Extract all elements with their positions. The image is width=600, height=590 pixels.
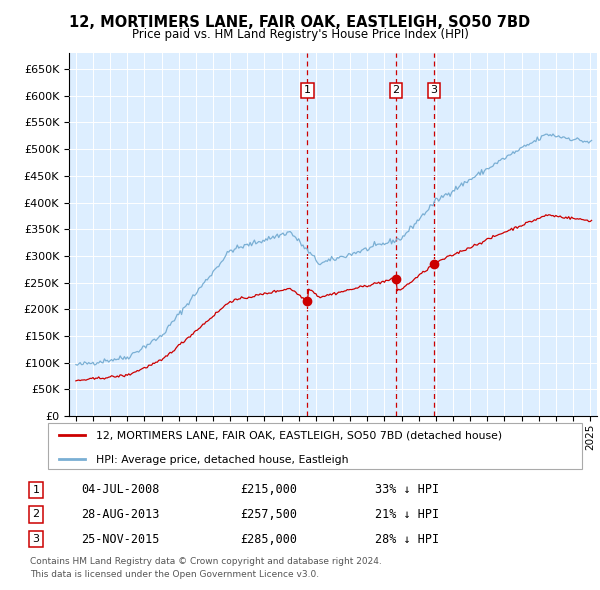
Text: £257,500: £257,500: [240, 508, 297, 521]
Text: 3: 3: [32, 535, 40, 544]
Text: 12, MORTIMERS LANE, FAIR OAK, EASTLEIGH, SO50 7BD (detached house): 12, MORTIMERS LANE, FAIR OAK, EASTLEIGH,…: [96, 431, 502, 441]
Text: 21% ↓ HPI: 21% ↓ HPI: [375, 508, 439, 521]
Text: 2: 2: [392, 86, 400, 96]
Text: 1: 1: [304, 86, 311, 96]
Text: 04-JUL-2008: 04-JUL-2008: [81, 483, 160, 496]
Text: 28% ↓ HPI: 28% ↓ HPI: [375, 533, 439, 546]
Text: £285,000: £285,000: [240, 533, 297, 546]
Text: This data is licensed under the Open Government Licence v3.0.: This data is licensed under the Open Gov…: [30, 571, 319, 579]
Text: 2: 2: [32, 510, 40, 519]
Text: 25-NOV-2015: 25-NOV-2015: [81, 533, 160, 546]
FancyBboxPatch shape: [48, 423, 582, 469]
Text: 12, MORTIMERS LANE, FAIR OAK, EASTLEIGH, SO50 7BD: 12, MORTIMERS LANE, FAIR OAK, EASTLEIGH,…: [70, 15, 530, 30]
Text: 33% ↓ HPI: 33% ↓ HPI: [375, 483, 439, 496]
Text: Contains HM Land Registry data © Crown copyright and database right 2024.: Contains HM Land Registry data © Crown c…: [30, 558, 382, 566]
Text: 1: 1: [32, 485, 40, 494]
Text: £215,000: £215,000: [240, 483, 297, 496]
Text: Price paid vs. HM Land Registry's House Price Index (HPI): Price paid vs. HM Land Registry's House …: [131, 28, 469, 41]
Text: 28-AUG-2013: 28-AUG-2013: [81, 508, 160, 521]
Text: 3: 3: [431, 86, 437, 96]
Text: HPI: Average price, detached house, Eastleigh: HPI: Average price, detached house, East…: [96, 455, 349, 465]
